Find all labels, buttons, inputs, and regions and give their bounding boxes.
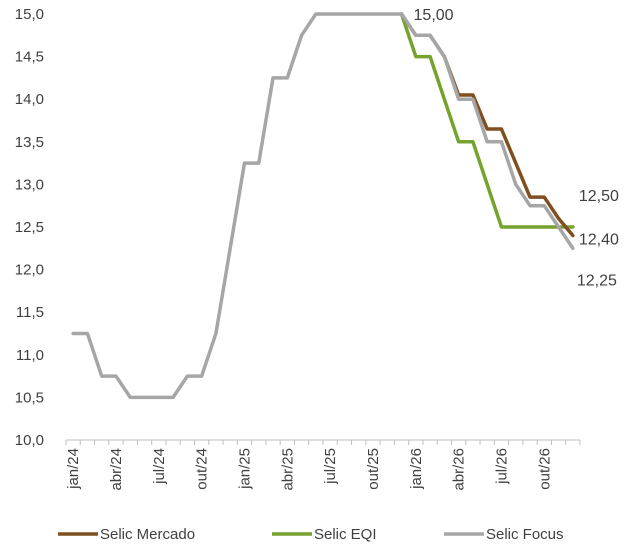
y-axis-ticks: 10,0 10,5 11,0 11,5 12,0 12,5 13,0 13,5 14,0 14,5… [15, 6, 44, 449]
x-tick-label-abr-26: abr/26 [451, 448, 468, 491]
legend: Selic Mercado Selic EQI Selic Focus [58, 526, 564, 543]
x-tick-label-out-24: out/24 [194, 448, 211, 490]
data-label-12-50: 12,50 [579, 188, 619, 205]
y-tick-label-10-0: 10,0 [15, 432, 44, 449]
legend-label-selic-eqi: Selic EQI [314, 526, 377, 543]
y-tick-label-14-5: 14,5 [15, 49, 44, 66]
series-line-selic-eqi [399, 12, 575, 229]
data-label-12-25: 12,25 [577, 272, 617, 289]
x-tick-label-jan-26: jan/26 [408, 448, 425, 490]
data-label-15-00: 15,00 [414, 7, 454, 24]
x-tick-label-abr-25: abr/25 [279, 448, 296, 491]
y-tick-label-15-0: 15,0 [15, 6, 44, 23]
y-tick-label-10-5: 10,5 [15, 389, 44, 406]
legend-label-selic-mercado: Selic Mercado [100, 526, 195, 543]
legend-label-selic-focus: Selic Focus [486, 526, 564, 543]
x-tick-label-out-26: out/26 [536, 448, 553, 490]
y-tick-label-14-0: 14,0 [15, 91, 44, 108]
x-tick-label-jul-26: jul/26 [493, 448, 510, 485]
x-tick-label-jan-24: jan/24 [65, 448, 82, 490]
x-tick-label-jul-24: jul/24 [151, 448, 168, 485]
x-tick-label-jan-25: jan/25 [236, 448, 253, 490]
series-line-selic-focus [71, 12, 575, 400]
data-label-12-40: 12,40 [579, 232, 619, 249]
y-tick-label-11-5: 11,5 [16, 304, 44, 321]
x-tick-label-abr-24: abr/24 [108, 448, 125, 491]
series-line-selic-mercado [399, 12, 575, 238]
x-tick-label-out-25: out/25 [365, 448, 382, 490]
y-tick-label-13-0: 13,0 [15, 176, 44, 193]
y-tick-label-11-0: 11,0 [16, 347, 44, 364]
x-axis-ticks: jan/24 abr/24 jul/24 out/24 jan/25 abr/25 jul/… [65, 440, 581, 491]
y-tick-label-13-5: 13,5 [15, 134, 44, 151]
y-tick-label-12-0: 12,0 [15, 262, 44, 279]
y-tick-label-12-5: 12,5 [15, 219, 44, 236]
x-tick-label-jul-25: jul/25 [322, 448, 339, 485]
series-lines [71, 12, 575, 400]
data-labels: 15,00 12,50 12,40 12,25 [414, 7, 619, 289]
